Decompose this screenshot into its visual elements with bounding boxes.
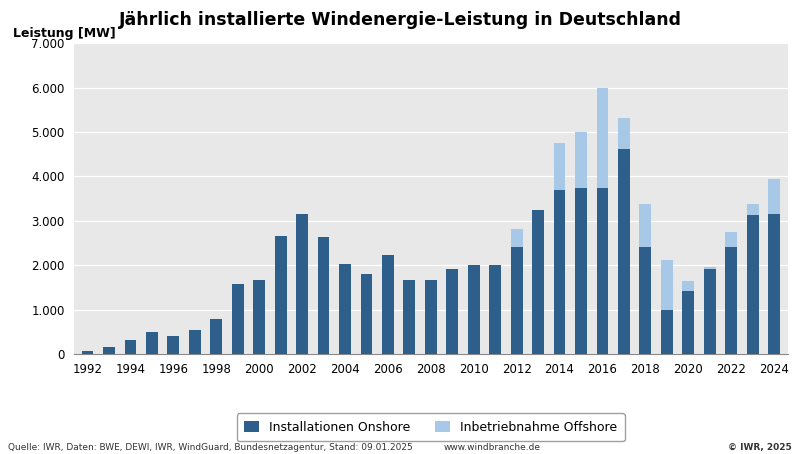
Legend: Installationen Onshore, Inbetriebnahme Offshore: Installationen Onshore, Inbetriebnahme O… [237, 413, 625, 441]
Bar [318, 237, 330, 354]
Bar [704, 267, 715, 269]
Text: Quelle: IWR, Daten: BWE, DEWI, IWR, WindGuard, Bundesnetzagentur, Stand: 09.01.2: Quelle: IWR, Daten: BWE, DEWI, IWR, Wind… [8, 443, 413, 452]
Bar [82, 351, 94, 354]
Bar [382, 255, 394, 354]
Bar [704, 269, 715, 354]
Bar [575, 132, 587, 188]
Text: Jährlich installierte Windenergie-Leistung in Deutschland: Jährlich installierte Windenergie-Leistu… [118, 11, 682, 30]
Bar [746, 204, 758, 215]
Bar [254, 280, 265, 354]
Text: www.windbranche.de: www.windbranche.de [444, 443, 541, 452]
Bar [682, 291, 694, 354]
Bar [146, 332, 158, 354]
Bar [490, 265, 501, 354]
Bar [510, 247, 522, 354]
Bar [639, 247, 651, 354]
Bar [618, 149, 630, 354]
Bar [189, 330, 201, 354]
Bar [661, 260, 673, 310]
Bar [125, 340, 136, 354]
Bar [510, 229, 522, 247]
Bar [446, 269, 458, 354]
Bar [232, 285, 244, 354]
Bar [210, 319, 222, 354]
Bar [554, 190, 566, 354]
Bar [618, 118, 630, 149]
Bar [768, 214, 780, 354]
Bar [746, 215, 758, 354]
Bar [682, 281, 694, 291]
Bar [768, 179, 780, 214]
Bar [403, 280, 415, 354]
Bar [597, 188, 608, 354]
Bar [167, 336, 179, 354]
Bar [639, 204, 651, 247]
Bar [726, 232, 737, 247]
Bar [597, 88, 608, 188]
Bar [339, 264, 351, 354]
Bar [103, 347, 115, 354]
Bar [661, 310, 673, 354]
Text: © IWR, 2025: © IWR, 2025 [728, 443, 792, 452]
Bar [361, 274, 372, 354]
Bar [296, 214, 308, 354]
Bar [425, 280, 437, 354]
Text: Leistung [MW]: Leistung [MW] [13, 27, 116, 40]
Bar [554, 143, 566, 190]
Bar [575, 188, 587, 354]
Bar [726, 247, 737, 354]
Bar [532, 210, 544, 354]
Bar [468, 265, 480, 354]
Bar [274, 236, 286, 354]
